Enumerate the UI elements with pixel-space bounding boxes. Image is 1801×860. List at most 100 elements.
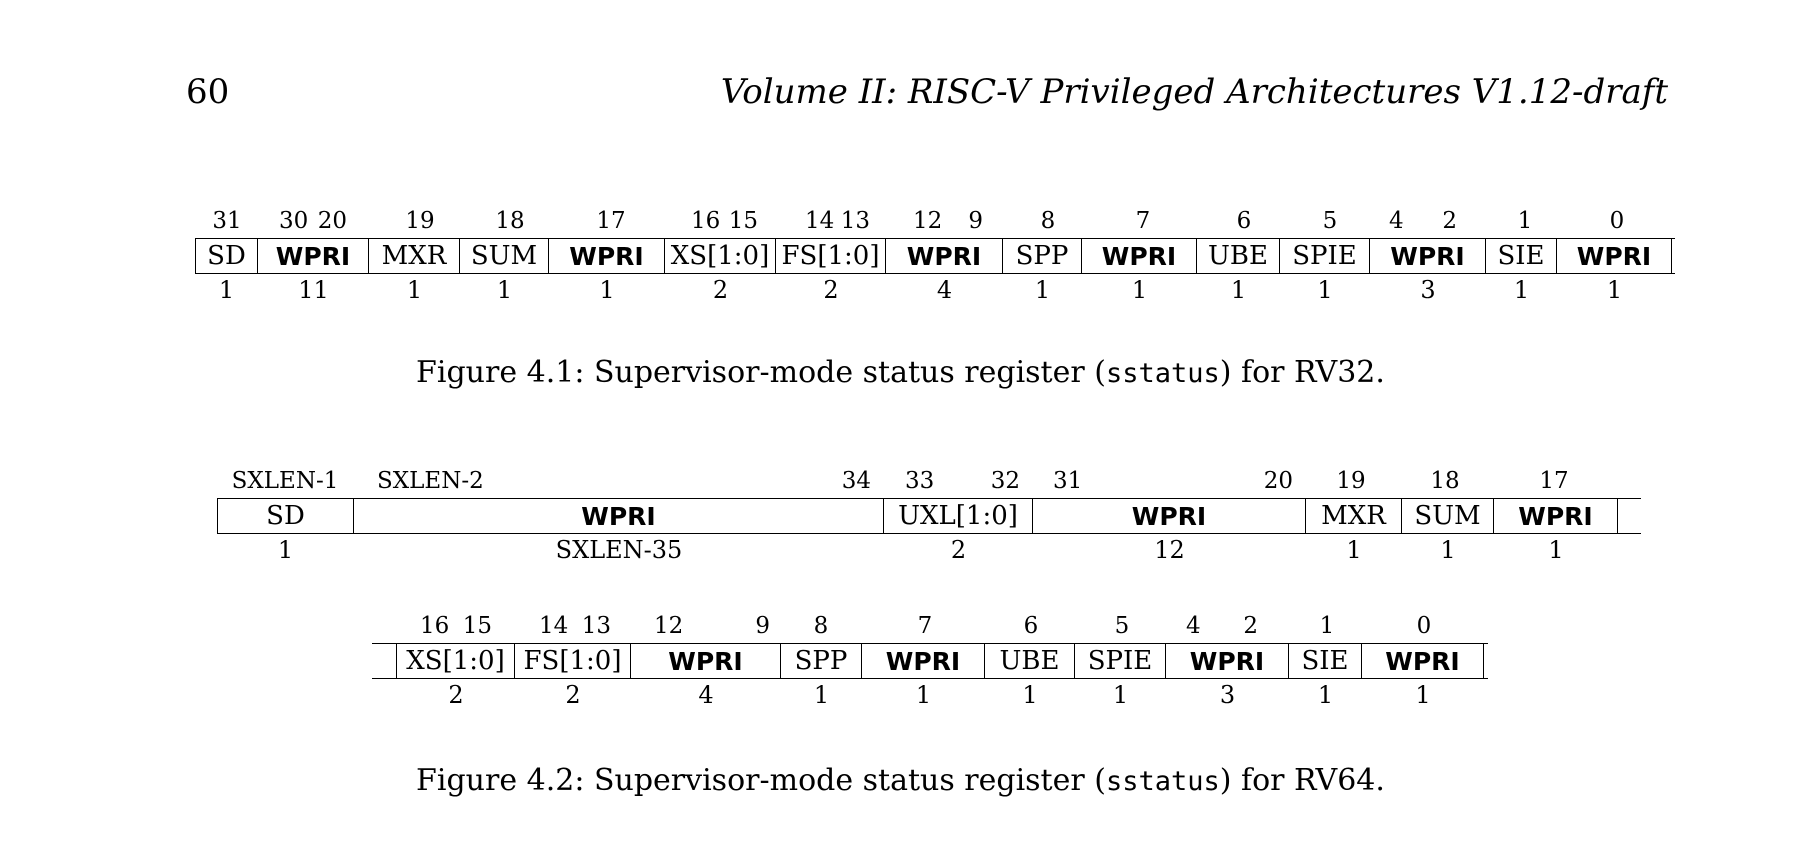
- bit-label: 20: [317, 208, 347, 234]
- field-width: 4: [936, 276, 953, 304]
- bit-label: 6: [1023, 613, 1039, 639]
- bit-label: 8: [1040, 208, 1056, 234]
- field-width: 2: [712, 276, 729, 304]
- field-width: 1: [1513, 276, 1530, 304]
- field-ube: UBE: [985, 644, 1075, 678]
- field-xs: XS[1:0]: [665, 239, 776, 273]
- bit-label: 4: [1389, 208, 1404, 234]
- field-sie: SIE: [1486, 239, 1557, 273]
- bit-label: 15: [728, 208, 758, 234]
- bit-label: 17: [1539, 468, 1569, 494]
- field-wpri: WPRI: [1494, 499, 1618, 533]
- caption-code: sstatus: [1105, 358, 1220, 389]
- field-spp: SPP: [781, 644, 862, 678]
- bit-label: 13: [840, 208, 870, 234]
- caption-text: Figure 4.1: Supervisor-mode status regis…: [416, 355, 1106, 390]
- bit-labels: 31 30 20 19 18 17 16 15 14 13 12 9 8 7 6…: [195, 208, 1675, 238]
- field-sum: SUM: [1402, 499, 1494, 533]
- field-widths: 1 11 1 1 1 2 2 4 1 1 1 1 3 1 1: [195, 274, 1675, 306]
- bit-label: 33: [905, 468, 935, 494]
- field-mxr: MXR: [369, 239, 460, 273]
- field-width: 1: [1440, 536, 1456, 564]
- field-wpri: WPRI: [1370, 239, 1486, 273]
- bit-label: 5: [1114, 613, 1130, 639]
- field-width-spacer: [372, 679, 397, 711]
- register-fields: SD WPRI UXL[1:0] WPRI MXR SUM WPRI: [217, 498, 1641, 534]
- bit-label: 9: [968, 208, 983, 234]
- field-width: 1: [813, 681, 830, 709]
- field-spie: SPIE: [1280, 239, 1370, 273]
- bit-label: 0: [1609, 208, 1625, 234]
- field-width: 1: [1317, 681, 1334, 709]
- field-width: SXLEN-35: [555, 536, 683, 564]
- field-spie: SPIE: [1075, 644, 1166, 678]
- field-width: 12: [1154, 536, 1185, 564]
- field-wpri: WPRI: [1557, 239, 1672, 273]
- field-widths: 2 2 4 1 1 1 1 3 1 1: [372, 679, 1488, 711]
- bit-label: 32: [990, 468, 1020, 494]
- bit-label: 14: [539, 613, 569, 639]
- bit-label: 31: [1053, 468, 1083, 494]
- bit-label: 34: [841, 468, 871, 494]
- field-width: 2: [950, 536, 967, 564]
- field-width: 3: [1420, 276, 1436, 304]
- figure-4-2-register-upper: SXLEN-1 SXLEN-2 34 33 32 31 20 19 18 17 …: [217, 468, 1641, 566]
- bit-label: 7: [917, 613, 933, 639]
- field-width: 1: [1230, 276, 1247, 304]
- field-width: 1: [406, 276, 423, 304]
- bit-label: SXLEN-2: [377, 468, 484, 494]
- field-width: 1: [1022, 681, 1038, 709]
- field-width: 1: [1606, 276, 1623, 304]
- figure-4-2-caption: Figure 4.2: Supervisor-mode status regis…: [0, 763, 1801, 798]
- bit-label: 5: [1322, 208, 1338, 234]
- bit-label: 31: [212, 208, 242, 234]
- field-wpri: WPRI: [1082, 239, 1197, 273]
- bit-label: 8: [813, 613, 829, 639]
- bit-label: 12: [654, 613, 684, 639]
- field-wpri: WPRI: [258, 239, 369, 273]
- field-width: 4: [698, 681, 714, 709]
- bit-label: 7: [1135, 208, 1151, 234]
- field-wpri: WPRI: [1166, 644, 1289, 678]
- bit-label: 20: [1263, 468, 1293, 494]
- field-wpri: WPRI: [862, 644, 985, 678]
- field-sd: SD: [217, 499, 354, 533]
- register-fields: SD WPRI MXR SUM WPRI XS[1:0] FS[1:0] WPR…: [195, 238, 1675, 274]
- bit-label: 19: [1336, 468, 1366, 494]
- bit-label: 9: [755, 613, 770, 639]
- bit-label: 30: [279, 208, 309, 234]
- bit-label: 19: [405, 208, 435, 234]
- register-fields: XS[1:0] FS[1:0] WPRI SPP WPRI UBE SPIE W…: [372, 643, 1488, 679]
- field-fs: FS[1:0]: [776, 239, 886, 273]
- field-width: 1: [599, 276, 615, 304]
- field-spp: SPP: [1003, 239, 1082, 273]
- field-sum: SUM: [460, 239, 549, 273]
- field-width: 1: [915, 681, 932, 709]
- field-wpri: WPRI: [1362, 644, 1484, 678]
- page-number: 60: [186, 72, 230, 112]
- field-width: 1: [1346, 536, 1362, 564]
- field-width: 3: [1219, 681, 1236, 709]
- caption-text: ) for RV32.: [1219, 355, 1385, 390]
- field-width: 11: [298, 276, 329, 304]
- bit-labels: 16 15 14 13 12 9 8 7 6 5 4 2 1 0: [372, 613, 1488, 643]
- bit-label: 16: [691, 208, 721, 234]
- bit-label: 12: [913, 208, 943, 234]
- field-uxl: UXL[1:0]: [884, 499, 1033, 533]
- bit-label: 6: [1236, 208, 1252, 234]
- bit-label: 1: [1319, 613, 1335, 639]
- field-wpri: WPRI: [631, 644, 781, 678]
- field-sd: SD: [195, 239, 258, 273]
- field-width: 1: [277, 536, 294, 564]
- figure-4-1-register: 31 30 20 19 18 17 16 15 14 13 12 9 8 7 6…: [195, 208, 1675, 306]
- field-wpri: WPRI: [549, 239, 665, 273]
- field-width: 1: [1317, 276, 1333, 304]
- bit-label: 15: [462, 613, 492, 639]
- bit-label: 2: [1442, 208, 1457, 234]
- caption-code: sstatus: [1105, 766, 1220, 797]
- field-continuation: [372, 644, 397, 678]
- field-continuation: [1618, 499, 1641, 533]
- field-width: 1: [1548, 536, 1564, 564]
- bit-label: 14: [805, 208, 835, 234]
- caption-text: Figure 4.2: Supervisor-mode status regis…: [416, 763, 1106, 798]
